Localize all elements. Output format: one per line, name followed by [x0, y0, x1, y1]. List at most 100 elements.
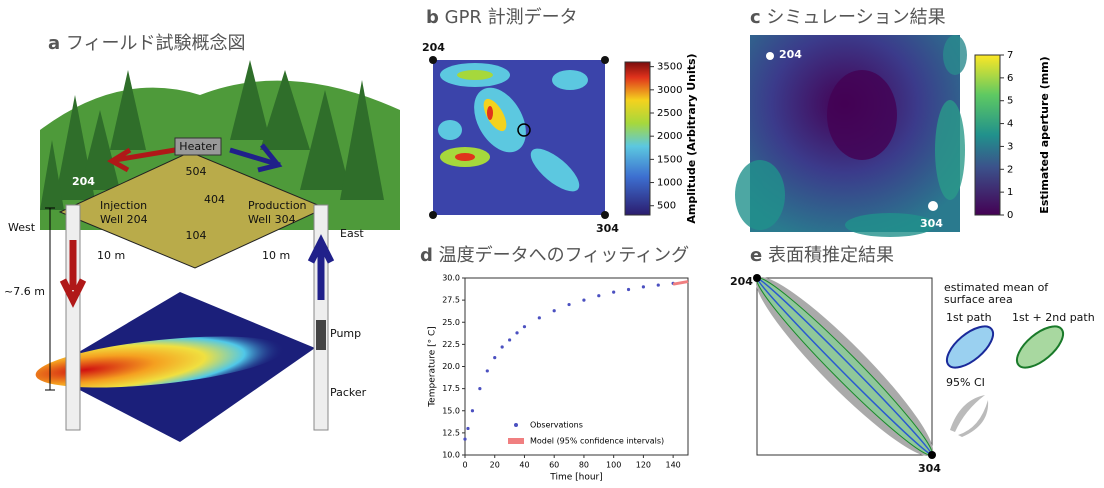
panel-title: a フィールド試験概念図 — [48, 32, 246, 54]
label: 504 — [186, 165, 207, 178]
colorbar-label: Estimated aperture (mm) — [1038, 56, 1051, 213]
tick-label: 500 — [657, 201, 676, 212]
legend-swatch — [958, 400, 988, 437]
observation — [508, 338, 511, 341]
y-tick-label: 27.5 — [442, 296, 460, 305]
tick-label: 1000 — [657, 178, 682, 189]
tick-label: 1500 — [657, 154, 682, 165]
observation — [466, 427, 469, 430]
panel-title: e 表面積推定結果 — [750, 245, 894, 266]
colorbar-label: Amplitude (Arbitrary Units) — [685, 53, 698, 223]
tick-label: 5 — [1007, 96, 1013, 107]
label: 10 m — [97, 249, 125, 262]
label: 204 — [72, 175, 95, 188]
title: シミュレーション結果 — [766, 7, 945, 28]
x-tick-label: 120 — [636, 461, 651, 470]
legend-label: Observations — [530, 421, 583, 430]
tick-label: 2 — [1007, 164, 1013, 175]
legend-swatch — [1010, 319, 1070, 375]
label: Heater — [179, 140, 217, 153]
panel-a: a フィールド試験概念図 Heater 204 504 Injection We… — [4, 32, 400, 442]
label: 304 — [920, 217, 943, 230]
observation — [642, 285, 645, 288]
title: 表面積推定結果 — [768, 245, 894, 266]
legend-swatch — [950, 395, 985, 432]
title: GPR 計測データ — [445, 7, 578, 28]
label: Production — [248, 199, 307, 212]
observation — [612, 291, 615, 294]
label: 304 — [918, 462, 941, 475]
observation — [582, 299, 585, 302]
tick-label: 1 — [1007, 187, 1013, 198]
observation — [486, 369, 489, 372]
legend-swatch — [508, 438, 524, 444]
panel-letter: a — [48, 33, 60, 54]
tick-label: 0 — [1007, 210, 1013, 221]
observation — [471, 409, 474, 412]
tick-label: 3000 — [657, 85, 682, 96]
tick-label: 7 — [1007, 50, 1013, 61]
observation — [523, 325, 526, 328]
legend-swatch — [940, 319, 1000, 375]
title: 温度データへのフィッティング — [439, 245, 690, 266]
panel-e: e 表面積推定結果 204 304 estimated mean of surf… — [730, 245, 1095, 475]
label: Pump — [330, 327, 361, 340]
tick-label: 2000 — [657, 131, 682, 142]
y-tick-label: 17.5 — [442, 384, 460, 393]
label: 204 — [730, 275, 753, 288]
tick-label: 3500 — [657, 62, 682, 73]
panel-title: d 温度データへのフィッティング — [420, 245, 689, 266]
x-tick-label: 20 — [490, 461, 500, 470]
label: Well 204 — [100, 213, 148, 226]
panel-letter: b — [426, 7, 439, 28]
well-dot — [753, 274, 761, 282]
pump — [316, 320, 326, 350]
observation — [538, 316, 541, 319]
y-tick-label: 12.5 — [442, 428, 460, 437]
label: 204 — [779, 48, 802, 61]
legend-title: surface area — [944, 293, 1013, 306]
observation — [463, 437, 466, 440]
well — [66, 205, 80, 430]
observation — [597, 294, 600, 297]
legend-label: Model (95% confidence intervals) — [530, 437, 664, 446]
x-tick-label: 80 — [579, 461, 589, 470]
y-axis-label: Temperature [° C] — [428, 326, 438, 408]
label: East — [340, 227, 364, 240]
panel-b: b GPR 計測データ 204 304 — [422, 7, 650, 235]
x-tick-label: 140 — [665, 461, 680, 470]
panel-letter: d — [420, 245, 433, 266]
x-tick-label: 0 — [462, 461, 467, 470]
y-tick-label: 25.0 — [442, 318, 460, 327]
legend-swatch — [514, 423, 518, 427]
well-dot — [766, 52, 774, 60]
label: West — [8, 221, 36, 234]
label: 304 — [596, 222, 619, 235]
label: Injection — [100, 199, 147, 212]
figure: a フィールド試験概念図 Heater 204 504 Injection We… — [0, 0, 1104, 484]
label: 104 — [186, 229, 207, 242]
x-tick-label: 40 — [519, 461, 529, 470]
x-axis-label: Time [hour] — [549, 473, 603, 483]
x-tick-label: 100 — [606, 461, 621, 470]
observation — [515, 331, 518, 334]
label: Well 304 — [248, 213, 296, 226]
panel-title: b GPR 計測データ — [426, 7, 578, 28]
label: ~7.6 m — [4, 285, 45, 298]
observation — [501, 345, 504, 348]
well-dot — [928, 451, 936, 459]
title: フィールド試験概念図 — [66, 32, 246, 54]
model-band — [673, 282, 688, 285]
y-tick-label: 22.5 — [442, 340, 460, 349]
x-tick-label: 60 — [549, 461, 559, 470]
label: 404 — [204, 193, 225, 206]
y-tick-label: 10.0 — [442, 451, 460, 460]
panel-letter: e — [750, 245, 762, 266]
observation — [478, 387, 481, 390]
label: Packer — [330, 386, 367, 399]
legend-label: 1st + 2nd path — [1012, 311, 1095, 324]
panel-c: c シミュレーション結果 204 304 — [735, 7, 1000, 237]
y-tick-label: 20.0 — [442, 362, 460, 371]
panel-title: c シミュレーション結果 — [750, 7, 946, 28]
observation — [493, 356, 496, 359]
